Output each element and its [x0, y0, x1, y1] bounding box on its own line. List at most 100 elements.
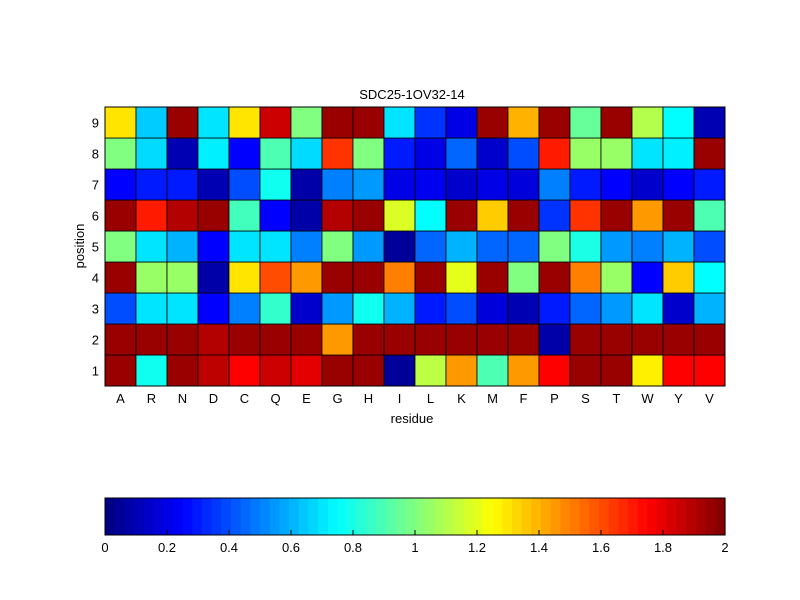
colorbar-segment [599, 498, 610, 535]
heatmap-cell [507, 354, 540, 387]
heatmap-cell [290, 168, 323, 201]
heatmap-cell [507, 261, 540, 294]
colorbar-segment [463, 498, 474, 535]
x-tick-label: E [302, 391, 311, 406]
heatmap-cell [352, 137, 385, 170]
colorbar-segment [540, 498, 552, 535]
heatmap-cell [228, 261, 261, 294]
heatmap-cell [476, 292, 509, 325]
colorbar-segment [153, 498, 164, 535]
x-tick-label: G [332, 391, 342, 406]
heatmap-cell [538, 292, 571, 325]
heatmap-cell [569, 354, 602, 387]
colorbar-segment [705, 498, 716, 535]
heatmap-cell [600, 168, 633, 201]
heatmap-cell [414, 230, 447, 263]
heatmap-cell [290, 106, 323, 139]
heatmap-cell [321, 106, 354, 139]
heatmap-cell [259, 199, 292, 232]
heatmap-cell [228, 168, 261, 201]
heatmap-cell [662, 261, 695, 294]
heatmap-cell [631, 199, 664, 232]
heatmap-cell [290, 354, 323, 387]
heatmap-cell [383, 137, 416, 170]
colorbar-tick-label: 0.6 [282, 540, 300, 555]
x-tick-label: C [240, 391, 249, 406]
heatmap-cell [414, 168, 447, 201]
x-tick-label: A [116, 391, 125, 406]
heatmap-cell [383, 354, 416, 387]
colorbar-segment [279, 498, 290, 535]
colorbar-segment [628, 498, 639, 535]
heatmap-cell [507, 137, 540, 170]
heatmap-cell [104, 230, 137, 263]
heatmap-cell [445, 106, 478, 139]
heatmap-cell [259, 168, 292, 201]
heatmap-cell [600, 261, 633, 294]
heatmap-cell [662, 168, 695, 201]
heatmap-cell [662, 230, 695, 263]
heatmap-cell [290, 230, 323, 263]
y-axis-tick-labels: 1 2 3 4 5 6 7 8 9 [92, 116, 99, 379]
heatmap-cell [476, 168, 509, 201]
heatmap-cell [352, 230, 385, 263]
heatmap-cell [228, 199, 261, 232]
heatmap-cell [383, 199, 416, 232]
chart-title: SDC25-1OV32-14 [359, 87, 465, 102]
heatmap-cell [538, 106, 571, 139]
y-tick-label: 8 [92, 147, 99, 162]
heatmap-cell [321, 199, 354, 232]
heatmap-cell [104, 168, 137, 201]
heatmap-cell [321, 230, 354, 263]
heatmap-cell [259, 261, 292, 294]
x-tick-label: Q [270, 391, 280, 406]
colorbar-segment [260, 498, 271, 535]
x-tick-label: I [398, 391, 402, 406]
heatmap-cell [383, 230, 416, 263]
heatmap-cell [662, 106, 695, 139]
colorbar-segment [657, 498, 668, 535]
heatmap-cell [631, 323, 664, 356]
colorbar-segment [163, 498, 174, 535]
heatmap-cell [166, 261, 199, 294]
colorbar-segment [434, 498, 445, 535]
heatmap-cell [166, 292, 199, 325]
heatmap-cell [383, 292, 416, 325]
heatmap-cell [197, 199, 230, 232]
heatmap-cell [166, 137, 199, 170]
heatmap-cell [259, 106, 292, 139]
colorbar-tick-label: 0.8 [344, 540, 362, 555]
x-tick-label: M [487, 391, 498, 406]
heatmap-cell [197, 261, 230, 294]
heatmap-cell [507, 168, 540, 201]
heatmap-cell [197, 354, 230, 387]
colorbar-segment [327, 498, 339, 535]
heatmap-cell [600, 137, 633, 170]
heatmap-cell [228, 230, 261, 263]
x-axis-label: residue [391, 411, 434, 426]
heatmap-cell [259, 292, 292, 325]
heatmap-cell [290, 199, 323, 232]
heatmap-cell [507, 199, 540, 232]
colorbar-segment [308, 498, 319, 535]
heatmap-cell [383, 106, 416, 139]
heatmap-cell [290, 261, 323, 294]
heatmap-cell [693, 168, 726, 201]
x-tick-label: Y [674, 391, 683, 406]
x-tick-label: K [457, 391, 466, 406]
colorbar-segment [124, 498, 135, 535]
heatmap-cell [135, 261, 168, 294]
heatmap-cell [228, 354, 261, 387]
heatmap-cell [166, 230, 199, 263]
heatmap-cell [538, 354, 571, 387]
heatmap-cell [662, 137, 695, 170]
heatmap-cell [135, 354, 168, 387]
heatmap-cell [352, 292, 385, 325]
colorbar-segment [686, 498, 697, 535]
heatmap-cell [104, 106, 137, 139]
colorbar-segment [424, 498, 435, 535]
colorbar-segment [608, 498, 620, 535]
heatmap-cell [476, 199, 509, 232]
heatmap-cell [383, 323, 416, 356]
heatmap-cell [166, 106, 199, 139]
